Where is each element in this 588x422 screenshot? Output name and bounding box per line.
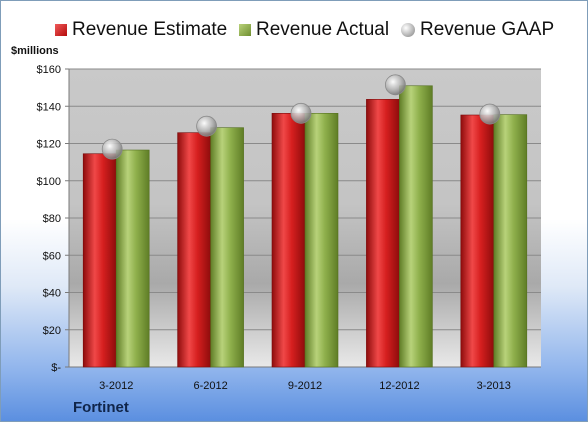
legend: Revenue Estimate Revenue Actual Revenue … (1, 17, 587, 43)
legend-item-revenue-gaap: Revenue GAAP (401, 17, 554, 43)
bar-revenue-actual (399, 85, 433, 368)
legend-swatch-revenue-actual (239, 24, 251, 36)
x-tick-label: 3-2013 (477, 380, 511, 392)
y-axis-units-label: $millions (11, 45, 59, 57)
marker-revenue-gaap (196, 115, 218, 137)
y-tick-label: $160 (37, 64, 61, 76)
bar-revenue-actual (493, 114, 528, 368)
bar-revenue-actual (210, 127, 244, 368)
company-name: Fortinet (73, 399, 129, 416)
legend-item-revenue-actual: Revenue Actual (239, 17, 389, 43)
y-tick-label: $40 (43, 288, 61, 300)
legend-label-revenue-gaap: Revenue GAAP (420, 19, 555, 40)
y-tick-label: $140 (37, 101, 61, 113)
marker-revenue-gaap (101, 138, 123, 160)
bar-revenue-estimate (366, 99, 400, 368)
x-tick-label: 9-2012 (288, 380, 322, 392)
marker-revenue-gaap (479, 103, 501, 125)
legend-item-revenue-estimate: Revenue Estimate (55, 17, 227, 43)
legend-marker-revenue-gaap (401, 23, 415, 37)
marker-revenue-gaap (290, 102, 312, 124)
bar-revenue-actual (304, 113, 339, 368)
marker-revenue-gaap (384, 74, 406, 96)
y-tick-label: $20 (43, 325, 61, 337)
y-tick-label: $120 (37, 139, 61, 151)
legend-swatch-revenue-estimate (55, 24, 67, 36)
bar-revenue-estimate (460, 114, 495, 368)
y-tick-label: $60 (43, 250, 61, 262)
bar-revenue-estimate (271, 113, 306, 368)
x-tick-label: 6-2012 (193, 380, 227, 392)
legend-label-revenue-actual: Revenue Actual (256, 19, 390, 40)
bar-revenue-estimate (177, 132, 211, 368)
x-tick-label: 3-2012 (99, 380, 133, 392)
y-tick-label: $- (51, 362, 61, 374)
bar-revenue-estimate (82, 153, 117, 368)
y-tick-label: $100 (37, 176, 61, 188)
bar-revenue-actual (115, 149, 150, 368)
x-tick-label: 12-2012 (379, 380, 419, 392)
y-tick-label: $80 (43, 213, 61, 225)
legend-label-revenue-estimate: Revenue Estimate (72, 19, 228, 40)
